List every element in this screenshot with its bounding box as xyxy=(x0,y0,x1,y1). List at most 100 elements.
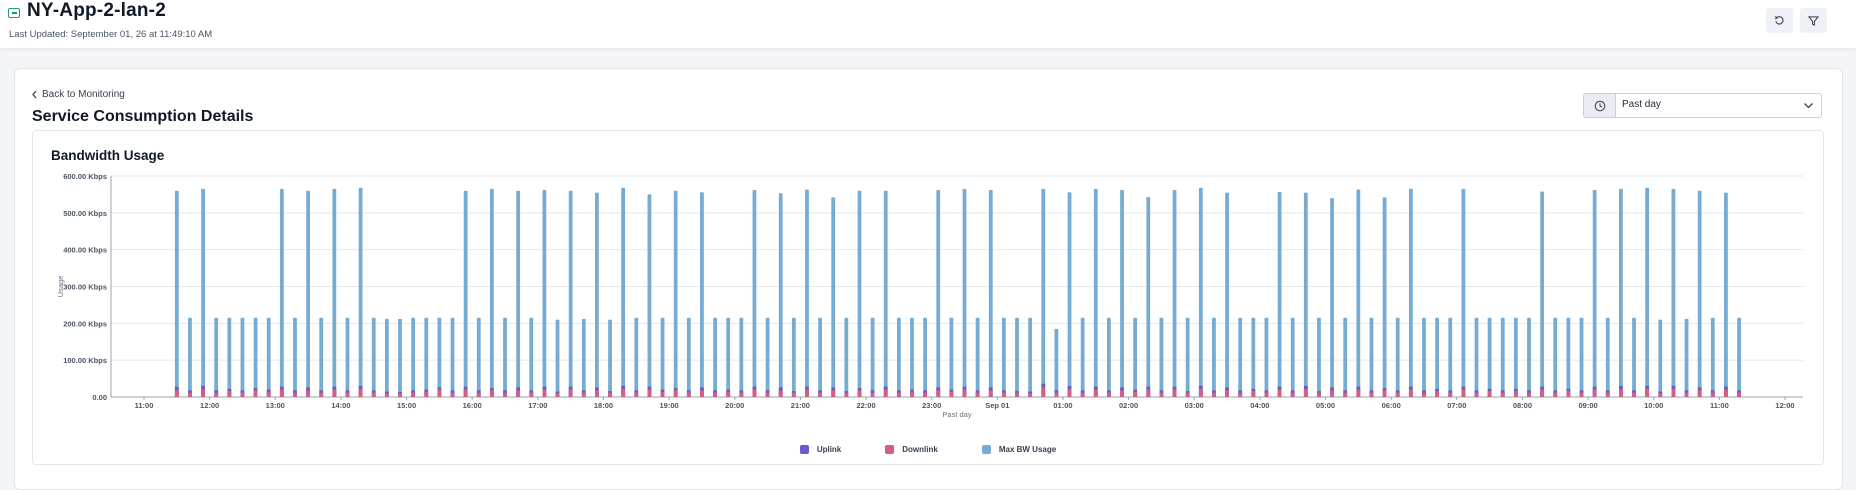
bar-downlink xyxy=(489,390,494,397)
bar-downlink xyxy=(1172,389,1177,397)
bar-max-bw xyxy=(673,190,678,397)
bar-downlink xyxy=(1684,392,1689,397)
x-axis-label: Past day xyxy=(942,410,971,419)
content-panel: Back to Monitoring Service Consumption D… xyxy=(14,68,1843,490)
bar-max-bw xyxy=(634,317,639,397)
bar-downlink xyxy=(1146,389,1151,397)
bar-downlink xyxy=(896,392,901,397)
bar-max-bw xyxy=(883,190,888,397)
bar-downlink xyxy=(345,392,350,397)
bar-downlink xyxy=(1395,392,1400,397)
bar-max-bw xyxy=(1592,189,1597,397)
x-tick-label: 06:00 xyxy=(1382,401,1401,410)
bar-max-bw xyxy=(765,317,770,397)
bar-downlink xyxy=(214,392,219,397)
bar-max-bw xyxy=(319,317,324,397)
bar-max-bw xyxy=(1080,317,1085,397)
bar-max-bw xyxy=(214,317,219,397)
bar-downlink xyxy=(660,391,665,397)
bar-max-bw xyxy=(1566,317,1571,397)
bar-max-bw xyxy=(1146,196,1151,397)
y-tick-label: 100.00 Kbps xyxy=(63,356,107,365)
bar-downlink xyxy=(279,389,284,397)
bar-downlink xyxy=(765,392,770,397)
bar-max-bw xyxy=(805,189,809,397)
bar-downlink xyxy=(1619,388,1623,397)
bar-max-bw xyxy=(1238,317,1243,397)
time-range-select[interactable]: Past day xyxy=(1583,93,1822,118)
bar-downlink xyxy=(581,392,586,397)
bar-downlink xyxy=(739,392,744,397)
bar-downlink xyxy=(621,388,626,397)
bar-max-bw xyxy=(1277,191,1282,397)
bar-max-bw xyxy=(1671,188,1676,397)
bar-max-bw xyxy=(1133,317,1138,397)
chevron-left-icon xyxy=(32,90,37,99)
back-to-monitoring-link[interactable]: Back to Monitoring xyxy=(31,89,125,100)
bar-downlink xyxy=(1513,391,1518,397)
time-range-value: Past day xyxy=(1622,99,1661,110)
bar-downlink xyxy=(778,390,783,397)
bar-max-bw xyxy=(1172,189,1177,397)
bar-downlink xyxy=(857,390,862,397)
bar-downlink xyxy=(424,391,429,397)
bar-downlink xyxy=(240,392,245,397)
bar-max-bw xyxy=(568,190,573,397)
bar-downlink xyxy=(1251,391,1256,397)
bar-max-bw xyxy=(1710,317,1715,397)
bar-downlink xyxy=(253,390,258,397)
bar-max-bw xyxy=(1107,317,1111,397)
bar-max-bw xyxy=(516,190,521,397)
bandwidth-chart: 0.00 100.00 Kbps 200.00 Kbps 300.00 Kbps 400… xyxy=(56,172,1803,419)
clock-icon xyxy=(1584,94,1616,117)
bar-downlink xyxy=(411,392,416,397)
bar-downlink xyxy=(1487,391,1492,397)
bar-downlink xyxy=(844,392,849,397)
bar-downlink xyxy=(686,392,691,397)
bar-downlink xyxy=(398,393,402,397)
bar-max-bw xyxy=(1408,188,1413,397)
back-link-label: Back to Monitoring xyxy=(42,89,125,100)
filter-icon xyxy=(1808,16,1819,26)
bar-downlink xyxy=(1605,392,1610,397)
bar-downlink xyxy=(503,392,507,397)
bar-max-bw xyxy=(450,317,455,397)
x-tick-label: 02:00 xyxy=(1119,401,1138,410)
bar-max-bw xyxy=(1028,317,1033,397)
y-tick-label: 500.00 Kbps xyxy=(63,209,107,218)
chart-legend: Uplink Downlink Max BW Usage xyxy=(33,442,1823,456)
legend-item-max-bw[interactable]: Max BW Usage xyxy=(981,442,1056,456)
bar-max-bw xyxy=(279,188,284,397)
bandwidth-chart-card: Bandwidth Usage 0.00 100.00 Kbps 200.00 Kb… xyxy=(32,130,1824,465)
bar-downlink xyxy=(1041,387,1046,397)
bar-max-bw xyxy=(739,317,744,397)
x-tick-label: 19:00 xyxy=(660,401,679,410)
bar-max-bw xyxy=(1605,317,1610,397)
bar-max-bw xyxy=(791,317,796,397)
refresh-button[interactable] xyxy=(1766,8,1793,33)
bar-downlink xyxy=(713,392,717,397)
bar-max-bw xyxy=(1185,317,1190,397)
legend-swatch-downlink xyxy=(885,444,895,454)
bar-downlink xyxy=(673,390,678,397)
bar-max-bw xyxy=(1684,318,1689,397)
bar-downlink xyxy=(1566,391,1571,397)
bar-max-bw xyxy=(896,317,901,397)
bar-downlink xyxy=(306,390,310,397)
x-tick-label: 04:00 xyxy=(1250,401,1269,410)
bar-downlink xyxy=(1632,392,1636,397)
x-tick-label: 09:00 xyxy=(1578,401,1597,410)
bar-downlink xyxy=(1527,392,1531,397)
x-tick-label: 10:00 xyxy=(1644,401,1663,410)
legend-item-uplink[interactable]: Uplink xyxy=(799,442,841,456)
x-tick-label: 20:00 xyxy=(725,401,744,410)
bar-max-bw xyxy=(227,317,232,397)
bar-max-bw xyxy=(870,317,875,397)
legend-item-downlink[interactable]: Downlink xyxy=(885,442,938,456)
y-tick-label: 200.00 Kbps xyxy=(63,319,107,328)
bar-downlink xyxy=(174,390,179,397)
filter-button[interactable] xyxy=(1800,8,1827,33)
bar-downlink xyxy=(332,389,337,397)
bar-max-bw xyxy=(1513,317,1518,397)
bar-downlink xyxy=(1238,392,1243,397)
